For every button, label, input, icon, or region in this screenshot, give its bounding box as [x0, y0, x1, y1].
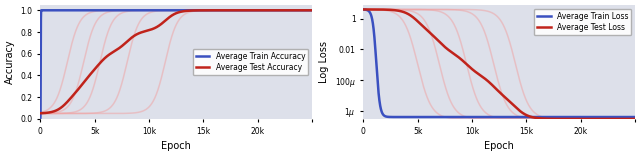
Average Train Accuracy	[67, 9, 75, 11]
Average Train Loss	[476, 116, 483, 118]
Average Test Loss	[631, 118, 639, 120]
Average Train Loss	[439, 116, 447, 118]
X-axis label: Epoch: Epoch	[161, 141, 191, 151]
Average Test Loss	[596, 118, 604, 120]
Average Train Accuracy	[274, 9, 282, 11]
Average Test Loss	[626, 118, 634, 120]
Average Train Loss	[596, 116, 604, 118]
Average Train Accuracy	[84, 9, 92, 11]
Average Train Accuracy	[152, 9, 160, 11]
Average Train Accuracy	[303, 9, 310, 11]
Average Test Loss	[360, 9, 367, 10]
Line: Average Train Accuracy: Average Train Accuracy	[40, 10, 312, 119]
Average Test Accuracy	[273, 9, 281, 11]
Average Test Loss	[476, 74, 483, 76]
Average Test Accuracy	[303, 9, 310, 11]
Average Train Loss	[631, 116, 639, 118]
Average Train Loss	[406, 116, 414, 118]
Average Test Loss	[390, 9, 398, 11]
Average Test Accuracy	[308, 9, 316, 11]
Line: Average Test Loss: Average Test Loss	[364, 10, 635, 119]
Average Test Accuracy	[67, 97, 75, 98]
Average Test Loss	[463, 64, 471, 66]
Average Train Accuracy	[141, 9, 148, 11]
Average Test Accuracy	[152, 26, 160, 28]
Legend: Average Train Accuracy, Average Test Accuracy: Average Train Accuracy, Average Test Acc…	[193, 49, 308, 75]
Legend: Average Train Loss, Average Test Loss: Average Train Loss, Average Test Loss	[534, 9, 631, 35]
Line: Average Test Accuracy: Average Test Accuracy	[40, 10, 312, 113]
Y-axis label: Log Loss: Log Loss	[319, 41, 329, 83]
Average Test Accuracy	[141, 31, 148, 32]
Average Train Loss	[464, 116, 472, 118]
Average Test Loss	[406, 15, 414, 16]
Average Train Accuracy	[40, 9, 47, 11]
Average Train Accuracy	[308, 9, 316, 11]
Y-axis label: Accuracy: Accuracy	[5, 40, 15, 84]
X-axis label: Epoch: Epoch	[484, 141, 514, 151]
Average Train Accuracy	[36, 118, 44, 120]
Average Test Accuracy	[36, 112, 44, 114]
Average Test Accuracy	[83, 77, 91, 79]
Average Train Loss	[626, 116, 634, 118]
Average Train Loss	[390, 116, 398, 118]
Line: Average Train Loss: Average Train Loss	[364, 10, 635, 117]
Average Train Loss	[360, 9, 367, 10]
